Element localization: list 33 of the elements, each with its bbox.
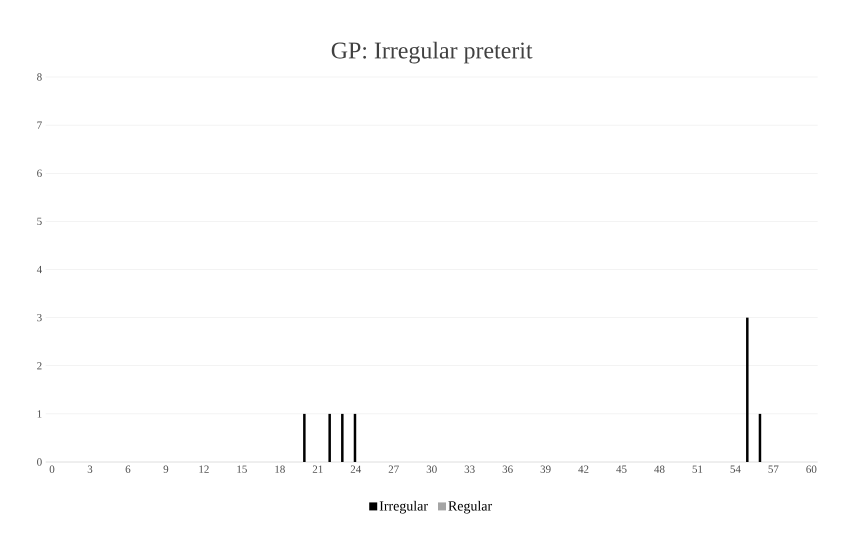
- x-tick-label: 6: [126, 466, 130, 473]
- y-tick-label: 2: [37, 362, 42, 370]
- x-tick-label: 60: [806, 466, 816, 473]
- x-tick-label: 27: [388, 466, 399, 473]
- chart-title: GP: Irregular preterit: [332, 42, 532, 64]
- x-tick-label: 51: [692, 466, 702, 473]
- x-tick-label: 9: [164, 466, 168, 473]
- x-tick-label: 24: [350, 466, 362, 473]
- y-tick-label: 4: [36, 266, 42, 274]
- y-tick-label: 1: [38, 410, 42, 418]
- legend-label: Irregular: [380, 500, 428, 514]
- x-tick-label: 57: [768, 466, 779, 473]
- x-tick-label: 12: [199, 466, 209, 473]
- x-tick-label: 36: [502, 466, 513, 473]
- x-tick-label: 15: [237, 466, 247, 473]
- x-tick-label: 0: [50, 466, 54, 473]
- x-tick-label: 39: [540, 466, 551, 473]
- x-tick-label: 3: [88, 466, 92, 473]
- y-tick-label: 8: [37, 73, 42, 81]
- x-tick-label: 21: [312, 466, 323, 473]
- y-tick-label: 5: [37, 218, 42, 226]
- x-tick-label: 42: [578, 466, 588, 473]
- x-tick-label: 48: [654, 466, 665, 473]
- y-tick-label: 3: [37, 314, 42, 322]
- y-tick-label: 0: [37, 458, 42, 466]
- x-tick-label: 18: [275, 466, 285, 473]
- x-tick-label: 30: [426, 466, 437, 473]
- y-tick-label: 7: [37, 122, 42, 129]
- x-tick-label: 33: [464, 466, 475, 473]
- y-tick-label: 6: [37, 170, 42, 177]
- x-tick-label: 54: [730, 466, 741, 473]
- legend-label: Regular: [448, 500, 492, 514]
- x-tick-label: 45: [616, 466, 627, 473]
